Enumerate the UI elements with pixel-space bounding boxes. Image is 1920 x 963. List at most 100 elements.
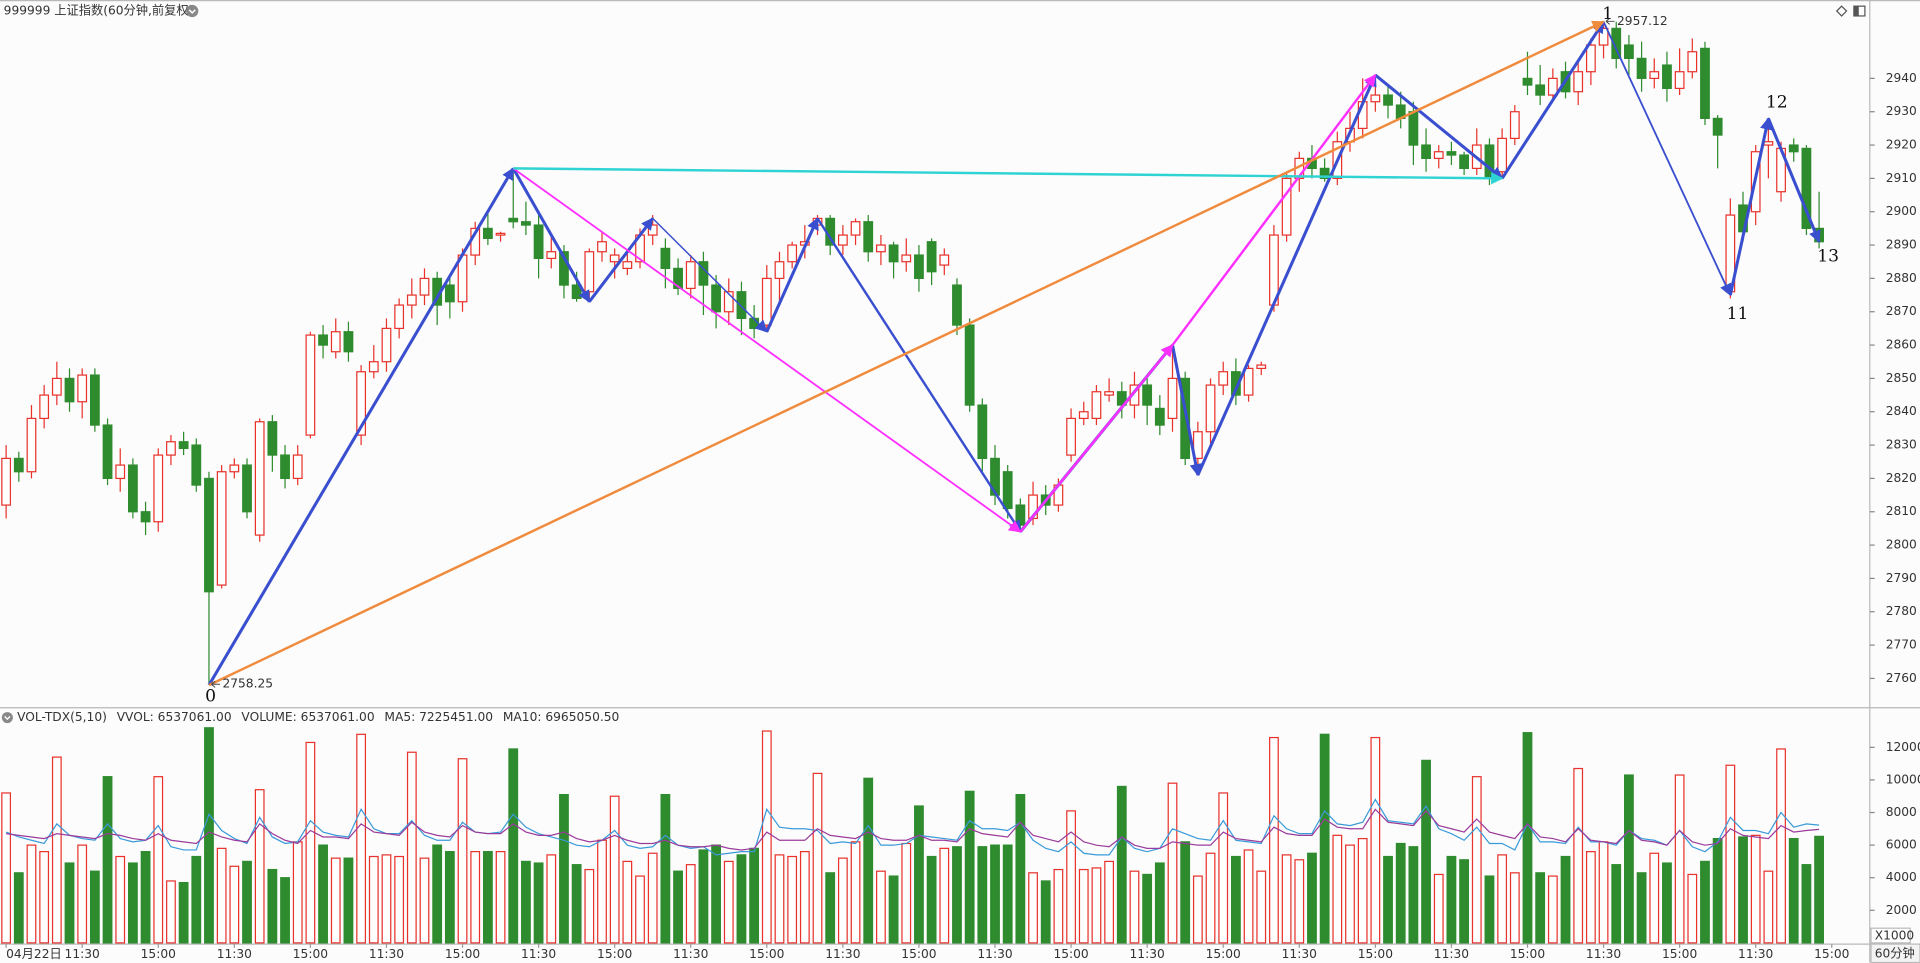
volume-bar [229,865,240,944]
candle-body [1433,151,1444,160]
candle-body [888,244,899,263]
period-label[interactable]: 60分钟 [1875,945,1915,960]
candle-body [1598,27,1609,46]
y-tick-label: 2820 [1886,471,1917,485]
volume-bar [1687,873,1698,944]
volume-bar [13,872,24,944]
volume-bar [876,870,886,944]
y-tick-label: 6000 [1886,838,1917,852]
volume-bar [1357,837,1368,944]
x-tick-label: 04月22日 [6,947,62,961]
volume-bar [178,881,189,944]
y-tick-label: 2840 [1886,404,1917,418]
volume-menu-icon[interactable] [1,712,13,724]
candle-body [216,471,227,586]
volume-bar [1662,862,1672,944]
x-tick-label: 15:00 [901,947,936,961]
candle-body [1636,57,1647,80]
volume-bar [267,868,278,944]
trend-line [1500,20,1605,180]
volume-bar [571,864,582,944]
volume-bar [749,847,760,944]
volume-bar [1,792,12,944]
indicator-header: MA5: 7225451.00 [384,710,493,724]
volume-bar [1129,870,1140,944]
x-tick-label: 15:00 [1053,947,1088,961]
volume-bar [1522,732,1533,944]
y-tick-label: 10000 [1886,772,1920,786]
candle-body [1459,154,1469,170]
volume-bar [1471,776,1482,944]
volume-bar [102,776,113,944]
volume-bar [1814,835,1824,944]
volume-bar [1446,855,1457,944]
x-tick-label: 11:30 [521,947,556,961]
candle-body [1154,407,1165,426]
volume-bar [990,844,1000,944]
volume-bar [432,844,443,944]
window-icons[interactable] [1835,5,1866,17]
volume-bar [1598,841,1609,944]
candle-body [952,284,962,326]
x-tick-label: 11:30 [65,947,100,961]
title-menu-icon[interactable] [186,4,199,18]
unit-box [1870,927,1911,944]
candle-body [444,284,455,303]
indicator-header: VOLUME: 6537061.00 [241,710,374,724]
candle-body [1002,471,1013,510]
candle-body [1142,384,1153,406]
candle-body [368,361,379,373]
volume-bar [1636,872,1647,944]
volume-bar [1154,862,1165,944]
candle-body [1370,94,1381,103]
volume-bar [1801,864,1812,944]
volume-bar [394,855,405,944]
volume-bar [216,847,227,944]
volume-bar [482,851,493,944]
volume-bar [521,860,531,944]
y-tick-label: 2830 [1886,438,1917,452]
volume-bar [1028,872,1038,944]
y-tick-label: 8000 [1886,805,1917,819]
volume-bar [1738,836,1748,944]
candle-body [242,464,252,513]
y-tick-label: 2790 [1886,571,1917,585]
volume-bar [1307,852,1317,944]
x-tick-label: 15:00 [1358,947,1393,961]
volume-bar [508,748,519,944]
x-tick-label: 15:00 [1662,947,1697,961]
volume-bar [191,855,202,944]
volume-bar [914,805,924,944]
trend-line [208,20,1605,687]
candle-body [89,374,100,426]
candle-body [1585,44,1596,73]
volume-bar [1281,854,1292,944]
candle-body [1218,371,1229,386]
candle-body [482,227,493,240]
period-box[interactable] [1870,943,1920,963]
candle-body [876,244,886,253]
volume-bar [1788,837,1799,944]
wave-label: 1 [1602,4,1613,24]
y-tick-label: 2900 [1886,204,1917,218]
volume-bar [292,841,303,944]
candle-body [394,304,405,330]
volume-bar [1218,792,1229,944]
trend-line [1374,73,1504,180]
volume-bar [1395,842,1406,944]
volume-ma-line [5,798,1820,856]
volume-bar [952,846,962,944]
volume-bar [939,847,950,944]
candle-body [1243,367,1254,396]
volume-bar [368,855,379,944]
x-tick-label: 11:30 [977,947,1012,961]
volume-bar [850,841,861,944]
volume-bar [660,793,671,944]
candle-body [1408,111,1419,146]
volume-bar [1573,767,1584,944]
trend-line [511,167,591,303]
volume-bar [964,790,975,944]
candle-body [64,377,75,403]
candle-body [1611,27,1622,59]
